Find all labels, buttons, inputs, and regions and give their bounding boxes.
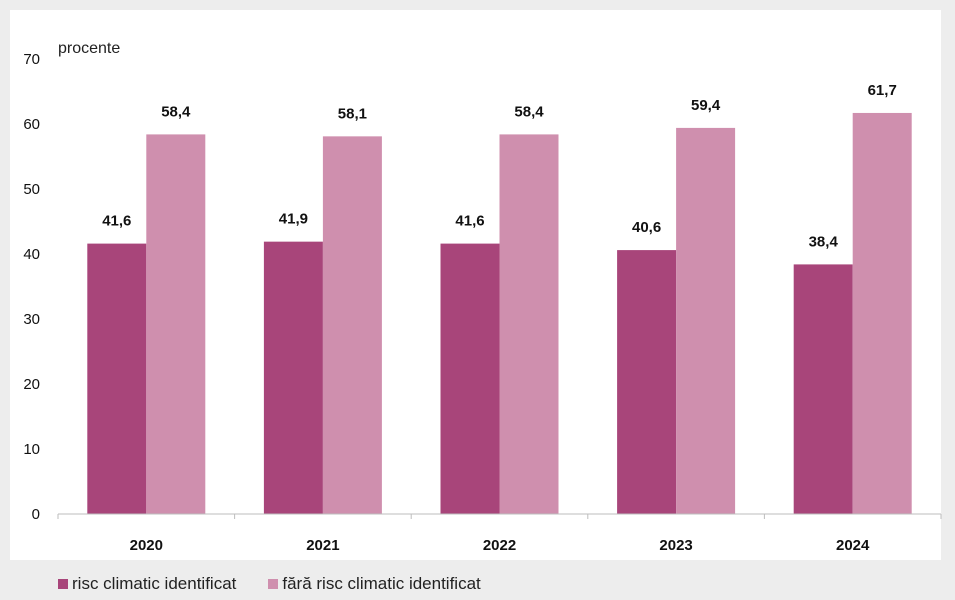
bars: 41,6 58,4 41,9 58,1 41,6 58,4 40,6 59,4 38,4 61,7 (87, 82, 912, 515)
legend-item-series-2: fără risc climatic identificat (268, 574, 481, 594)
bar-series-1-2024 (793, 264, 853, 514)
value-label-series-2-2022: 58,4 (514, 103, 544, 120)
value-label-series-2-2020: 58,4 (161, 103, 191, 120)
y-tick-label-2: 20 (23, 376, 40, 393)
x-category-label-2020: 2020 (130, 537, 163, 554)
legend: risc climatic identificat fără risc clim… (58, 574, 481, 594)
y-tick-label-6: 60 (23, 116, 40, 133)
x-category-label-2022: 2022 (483, 537, 516, 554)
y-tick-label-0: 0 (32, 506, 40, 523)
legend-item-series-1: risc climatic identificat (58, 574, 236, 594)
bar-series-2-2020 (146, 134, 206, 514)
y-tick-label-1: 10 (23, 441, 40, 458)
bar-series-1-2023 (617, 250, 677, 514)
value-label-series-2-2021: 58,1 (338, 105, 367, 122)
value-label-series-2-2023: 59,4 (691, 97, 721, 114)
x-category-label-2021: 2021 (306, 537, 339, 554)
bar-series-2-2024 (852, 112, 912, 514)
value-label-series-1-2024: 38,4 (809, 233, 839, 250)
bar-series-2-2023 (676, 127, 736, 515)
value-label-series-2-2024: 61,7 (868, 82, 897, 99)
bar-series-2-2021 (322, 136, 382, 514)
y-axis-unit-label: procente (58, 40, 120, 57)
value-label-series-1-2022: 41,6 (455, 213, 484, 230)
x-category-label-2024: 2024 (836, 537, 870, 554)
legend-label-series-2: fără risc climatic identificat (282, 574, 481, 593)
bar-series-1-2020 (87, 243, 147, 514)
y-axis-ticks: 0 10 20 30 40 50 60 70 (23, 51, 40, 523)
y-tick-label-4: 40 (23, 246, 40, 263)
bar-series-2-2022 (499, 134, 559, 514)
legend-swatch-series-1 (58, 579, 68, 589)
bar-series-1-2022 (440, 243, 500, 514)
legend-label-series-1: risc climatic identificat (72, 574, 237, 593)
value-label-series-1-2021: 41,9 (279, 211, 308, 228)
value-label-series-1-2023: 40,6 (632, 219, 661, 236)
bar-chart: procente 0 10 20 30 40 50 60 70 41,6 58,4 41,9 58,… (10, 10, 942, 560)
y-tick-label-7: 70 (23, 51, 40, 68)
x-category-label-2023: 2023 (659, 537, 692, 554)
value-label-series-1-2020: 41,6 (102, 213, 131, 230)
y-tick-label-3: 30 (23, 311, 40, 328)
bar-series-1-2021 (263, 241, 323, 514)
legend-swatch-series-2 (268, 579, 279, 589)
y-tick-label-5: 50 (23, 181, 40, 198)
x-axis: 2020 2021 2022 2023 2024 (57, 513, 942, 554)
